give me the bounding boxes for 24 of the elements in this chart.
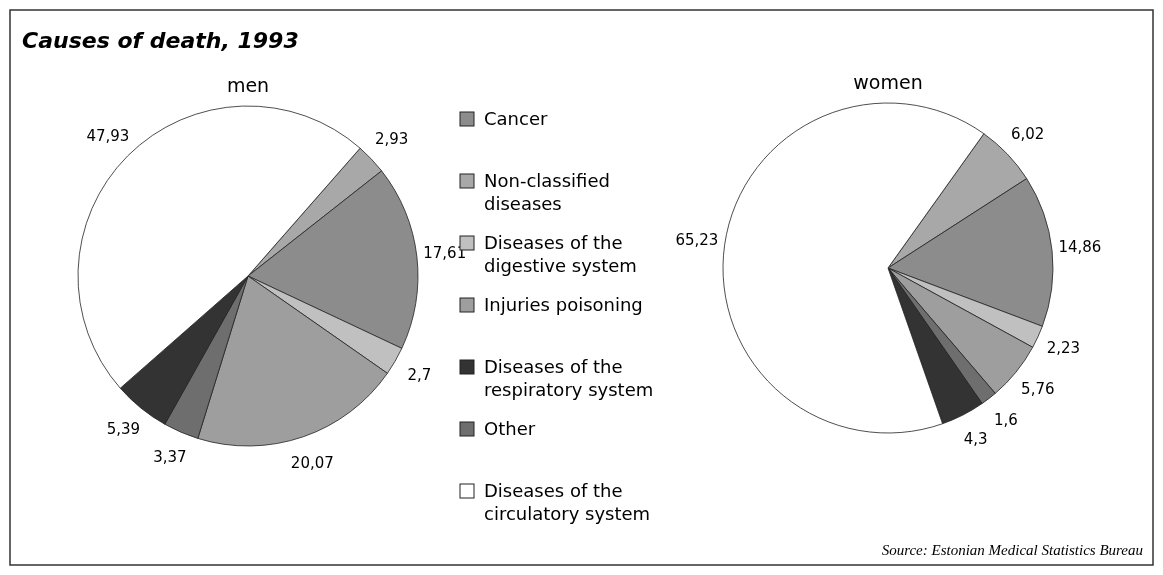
legend-label: Diseases of the circulatory system [484,480,651,524]
data-label: 47,93 [86,126,130,145]
legend-label: Cancer [484,108,548,129]
data-label: 4,3 [963,430,988,449]
data-label: 2,93 [374,130,409,149]
legend-label: Other [484,418,536,439]
data-label: 20,07 [290,453,334,472]
data-label: 14,86 [1058,238,1102,257]
chart-subtitle: women [853,71,923,93]
data-label: 3,37 [153,448,187,467]
chart-subtitle: men [226,74,270,96]
source-note: Source: Estonian Medical Statistics Bureau [881,542,1143,558]
legend-label: Injuries poisoning [484,294,643,315]
chart-title: Causes of death, 1993 [22,28,299,53]
data-label: 5,76 [1021,380,1055,399]
data-label: 2,23 [1046,339,1081,358]
data-label: 1,6 [994,411,1018,430]
data-label: 5,39 [106,420,141,439]
legend-label: Non-classified diseases [484,170,610,214]
data-label: 6,02 [1010,125,1045,144]
data-label: 2,7 [407,365,432,384]
legend-label: Diseases of the digestive system [484,232,637,276]
legend-label: Diseases of the respiratory system [484,356,654,400]
data-label: 65,23 [675,231,719,250]
